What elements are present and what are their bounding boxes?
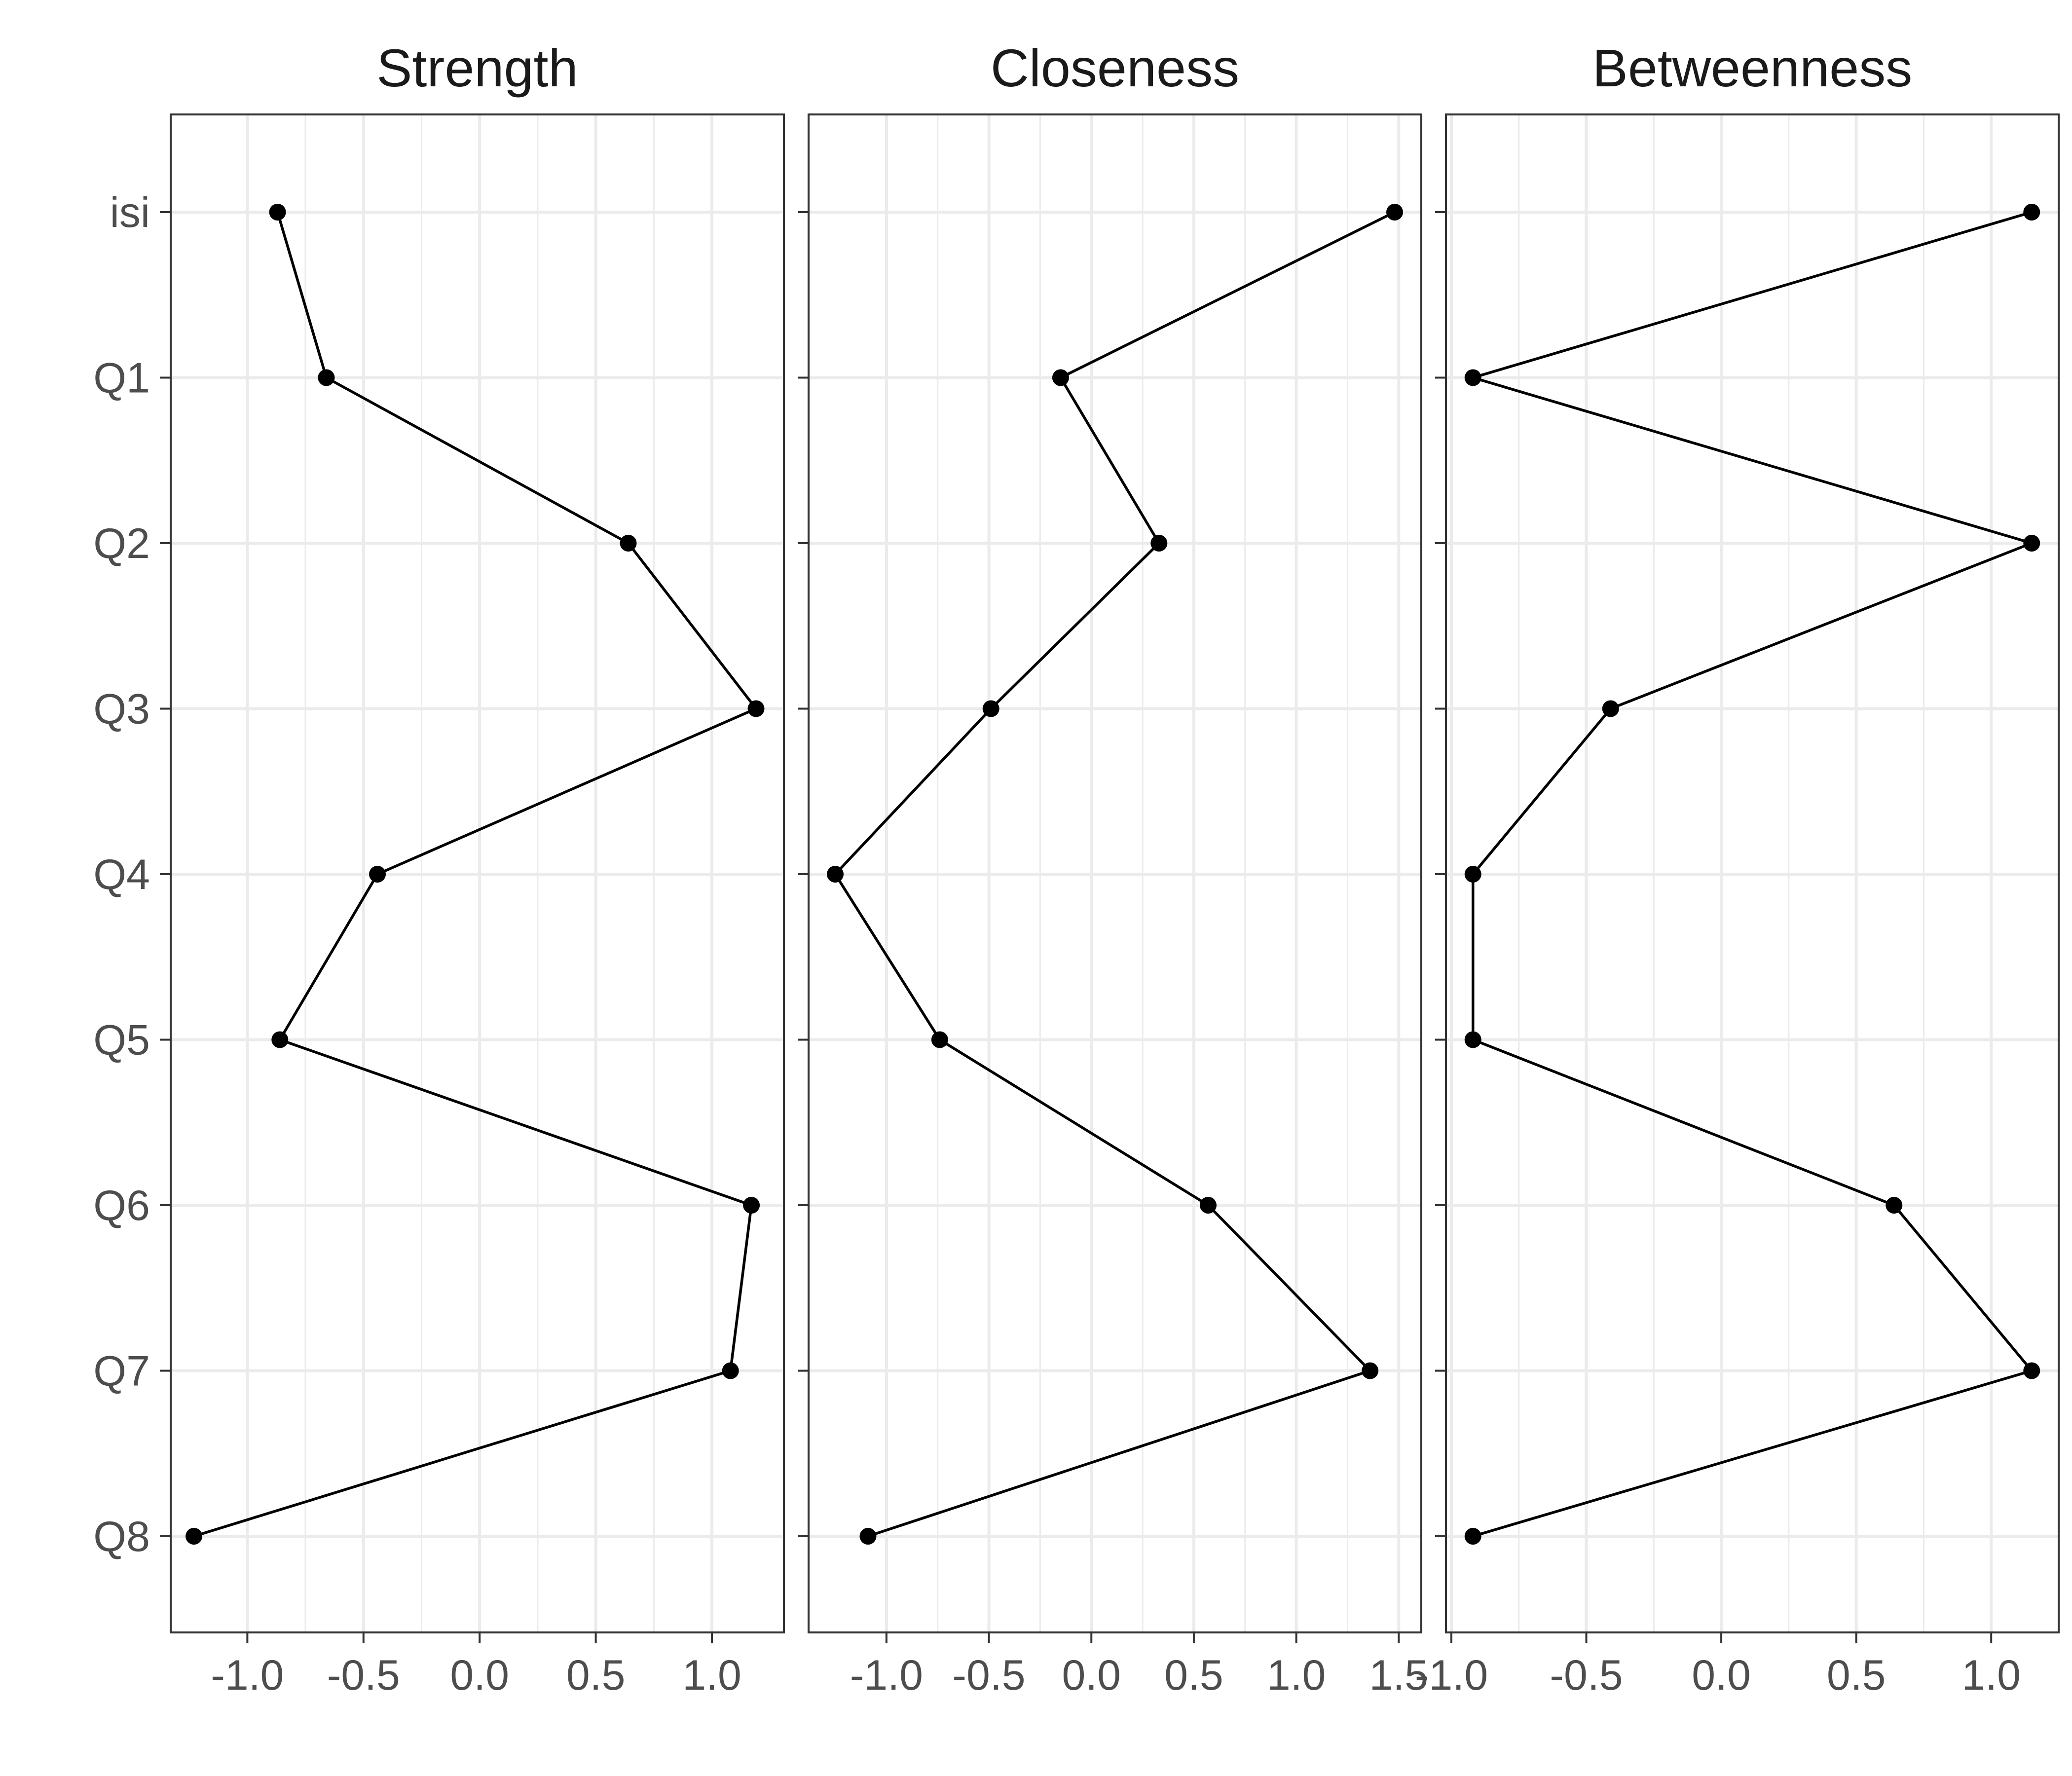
data-point-betweenness-q6 <box>1886 1197 1903 1214</box>
y-tick-label-isi: isi <box>110 189 150 236</box>
data-point-strength-q1 <box>318 369 335 386</box>
x-tick-label-strength: 1.0 <box>682 1652 741 1699</box>
data-point-strength-q4 <box>369 866 386 883</box>
x-tick-label-betweenness: 1.0 <box>1961 1652 2021 1699</box>
x-tick-label-strength: 0.0 <box>450 1652 509 1699</box>
x-tick-label-strength: -0.5 <box>327 1652 400 1699</box>
x-tick-label-closeness: 1.0 <box>1267 1652 1326 1699</box>
data-point-closeness-q1 <box>1052 369 1069 386</box>
data-point-strength-isi <box>269 204 286 221</box>
data-point-betweenness-q7 <box>2023 1362 2040 1379</box>
data-point-closeness-q2 <box>1150 535 1168 552</box>
data-point-strength-q8 <box>185 1528 203 1545</box>
data-point-strength-q7 <box>722 1362 739 1379</box>
y-tick-label-q6: Q6 <box>93 1182 150 1229</box>
data-point-closeness-q6 <box>1200 1197 1217 1214</box>
y-tick-label-q8: Q8 <box>93 1513 150 1560</box>
y-tick-label-q5: Q5 <box>93 1017 150 1064</box>
data-point-closeness-isi <box>1386 204 1403 221</box>
x-tick-label-closeness: 0.0 <box>1062 1652 1121 1699</box>
x-tick-label-closeness: 1.5 <box>1369 1652 1429 1699</box>
x-tick-label-betweenness: -0.5 <box>1550 1652 1623 1699</box>
data-point-betweenness-q4 <box>1464 866 1481 883</box>
data-point-closeness-q8 <box>859 1528 877 1545</box>
panel-closeness: Closeness -1.0 -0.5 0.0 0.5 1.0 1.5 <box>798 38 1428 1699</box>
y-tick-label-q2: Q2 <box>93 520 150 567</box>
data-point-betweenness-q1 <box>1464 369 1481 386</box>
data-point-betweenness-q8 <box>1464 1528 1481 1545</box>
panel-strength: Strength -1.0 -0.5 0.0 0.5 1.0 <box>160 38 785 1699</box>
panel-title-strength: Strength <box>376 38 578 98</box>
data-point-strength-q5 <box>271 1031 289 1048</box>
y-tick-label-q7: Q7 <box>93 1348 150 1395</box>
data-point-strength-q6 <box>743 1197 760 1214</box>
data-point-betweenness-isi <box>2023 204 2040 221</box>
x-tick-label-betweenness: 0.5 <box>1827 1652 1886 1699</box>
data-point-closeness-q5 <box>931 1031 948 1048</box>
data-point-closeness-q4 <box>827 866 844 883</box>
panel-betweenness: Betweenness -1.0 -0.5 0.0 0.5 1.0 <box>1415 38 2060 1699</box>
x-tick-label-strength: -1.0 <box>211 1652 284 1699</box>
x-tick-label-betweenness: 0.0 <box>1692 1652 1751 1699</box>
panel-title-betweenness: Betweenness <box>1592 38 1912 98</box>
x-tick-label-betweenness: -1.0 <box>1415 1652 1488 1699</box>
data-point-betweenness-q2 <box>2023 535 2040 552</box>
data-point-betweenness-q5 <box>1464 1031 1481 1048</box>
data-point-strength-q3 <box>747 700 765 717</box>
panel-title-closeness: Closeness <box>991 38 1239 98</box>
y-tick-label-q1: Q1 <box>93 355 150 402</box>
data-point-betweenness-q3 <box>1602 700 1619 717</box>
y-tick-label-q4: Q4 <box>93 851 150 898</box>
y-axis: isi Q1 Q2 Q3 Q4 Q5 Q6 Q7 Q8 <box>93 189 171 1560</box>
x-tick-label-strength: 0.5 <box>566 1652 626 1699</box>
y-tick-label-q3: Q3 <box>93 686 150 733</box>
data-point-closeness-q7 <box>1362 1362 1379 1379</box>
data-point-closeness-q3 <box>982 700 999 717</box>
x-tick-label-closeness: -0.5 <box>952 1652 1025 1699</box>
x-tick-label-closeness: 0.5 <box>1164 1652 1223 1699</box>
data-point-strength-q2 <box>620 535 637 552</box>
facet-panels: Strength -1.0 -0.5 0.0 0.5 1.0 Closeness -1.0 -0… <box>160 38 2060 1699</box>
x-tick-label-closeness: -1.0 <box>850 1652 923 1699</box>
